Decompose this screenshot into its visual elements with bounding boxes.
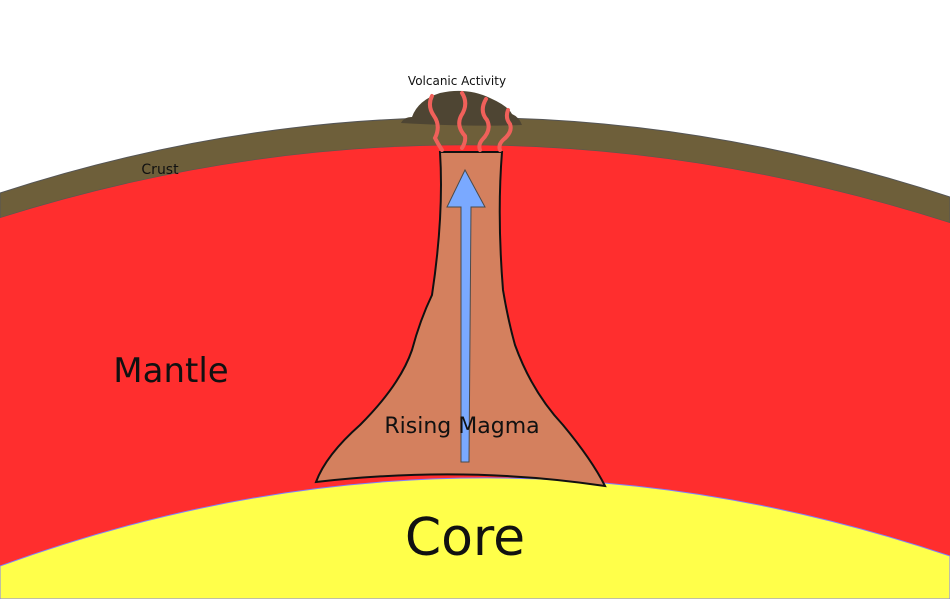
mantle-label: Mantle <box>113 351 228 391</box>
lava-streak <box>477 97 491 152</box>
volcanic-activity-label: Volcanic Activity <box>408 74 506 88</box>
crust-label: Crust <box>141 162 179 178</box>
rising-magma-label: Rising Magma <box>384 414 539 439</box>
core-layer <box>0 477 950 599</box>
core-label: Core <box>405 508 525 568</box>
upward-arrow-icon <box>446 168 486 463</box>
lava-streak <box>457 91 468 150</box>
lava-streaks <box>427 91 513 152</box>
lava-streak <box>427 94 444 152</box>
lava-streak <box>497 108 513 152</box>
